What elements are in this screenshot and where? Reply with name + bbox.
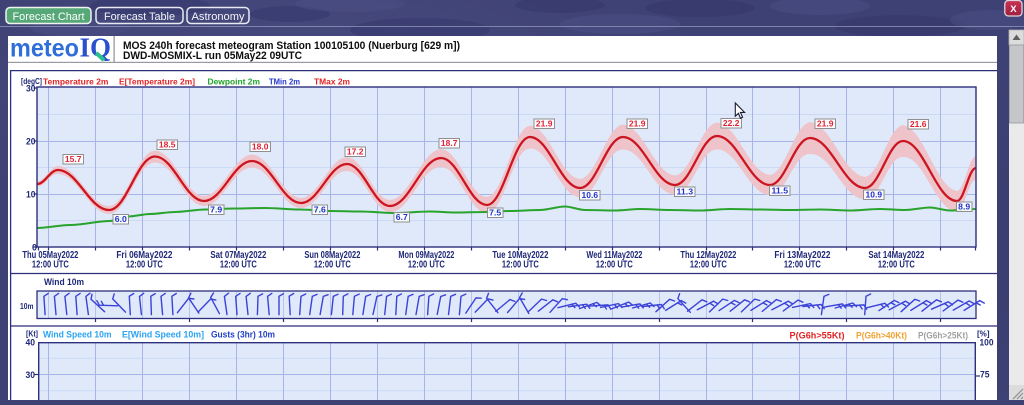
svg-text:Astronomy: Astronomy [192, 11, 245, 23]
svg-text:Forecast Chart: Forecast Chart [13, 11, 86, 23]
svg-text:TMax 2m: TMax 2m [314, 77, 350, 87]
svg-text:21.9: 21.9 [629, 120, 646, 129]
svg-text:Sat 14May2022: Sat 14May2022 [868, 250, 924, 261]
svg-text:40: 40 [26, 338, 36, 348]
svg-text:12:00 UTC: 12:00 UTC [220, 260, 257, 271]
svg-text:TMin 2m: TMin 2m [269, 77, 300, 87]
svg-text:6.7: 6.7 [396, 213, 408, 222]
svg-text:17.2: 17.2 [347, 148, 364, 157]
svg-text:21.9: 21.9 [536, 120, 553, 129]
svg-text:8.9: 8.9 [958, 203, 970, 212]
svg-text:18.0: 18.0 [252, 143, 269, 152]
svg-text:30: 30 [26, 370, 36, 380]
svg-text:Wed 11May2022: Wed 11May2022 [586, 250, 642, 261]
svg-text:12:00 UTC: 12:00 UTC [502, 260, 539, 271]
svg-text:E[Temperature 2m]: E[Temperature 2m] [119, 77, 195, 87]
svg-text:75: 75 [980, 370, 990, 380]
svg-text:18.7: 18.7 [441, 139, 458, 148]
svg-text:Gusts (3hr) 10m: Gusts (3hr) 10m [211, 330, 275, 340]
svg-text:18.5: 18.5 [159, 141, 176, 150]
svg-text:Dewpoint 2m: Dewpoint 2m [208, 77, 261, 87]
svg-text:20: 20 [26, 137, 36, 147]
svg-text:Sat 07May2022: Sat 07May2022 [210, 250, 266, 261]
svg-text:21.9: 21.9 [817, 120, 834, 129]
svg-text:12:00 UTC: 12:00 UTC [32, 260, 69, 271]
svg-text:10m: 10m [20, 301, 34, 311]
svg-text:meteo: meteo [10, 35, 79, 63]
svg-text:E[Wind Speed 10m]: E[Wind Speed 10m] [122, 330, 204, 340]
svg-text:Thu 12May2022: Thu 12May2022 [680, 250, 736, 261]
svg-text:12:00 UTC: 12:00 UTC [596, 260, 633, 271]
svg-text:11.5: 11.5 [772, 187, 789, 196]
svg-text:P(G6h>25Kt): P(G6h>25Kt) [918, 331, 968, 341]
svg-text:Sun 08May2022: Sun 08May2022 [304, 250, 360, 261]
svg-text:12:00 UTC: 12:00 UTC [408, 260, 445, 271]
svg-text:Wind 10m: Wind 10m [44, 277, 84, 287]
svg-text:22.2: 22.2 [723, 119, 740, 128]
svg-text:30: 30 [26, 84, 36, 94]
svg-text:12:00 UTC: 12:00 UTC [690, 260, 727, 271]
svg-text:12:00 UTC: 12:00 UTC [784, 260, 821, 271]
svg-text:100: 100 [980, 338, 994, 348]
svg-text:[degC]: [degC] [21, 77, 42, 86]
svg-text:Tue 10May2022: Tue 10May2022 [492, 250, 548, 261]
svg-text:7.5: 7.5 [489, 209, 501, 218]
svg-text:10.9: 10.9 [866, 191, 883, 200]
svg-text:10.6: 10.6 [582, 191, 599, 200]
svg-text:21.6: 21.6 [910, 120, 927, 129]
svg-text:7.9: 7.9 [210, 206, 222, 215]
svg-text:15.7: 15.7 [65, 155, 82, 164]
svg-text:12:00 UTC: 12:00 UTC [126, 260, 163, 271]
svg-text:IQ: IQ [80, 33, 112, 63]
svg-text:12:00 UTC: 12:00 UTC [314, 260, 351, 271]
svg-text:Fri 06May2022: Fri 06May2022 [116, 250, 172, 261]
svg-text:X: X [1010, 4, 1017, 15]
svg-text:0: 0 [32, 243, 37, 253]
svg-text:Thu 05May2022: Thu 05May2022 [22, 250, 78, 261]
svg-text:10: 10 [26, 190, 36, 200]
svg-text:[Kt]: [Kt] [26, 330, 38, 339]
svg-text:7.6: 7.6 [314, 206, 326, 215]
svg-text:DWD-MOSMIX-L run 05May22 09UTC: DWD-MOSMIX-L run 05May22 09UTC [123, 50, 302, 62]
svg-text:11.3: 11.3 [677, 188, 694, 197]
svg-text:Forecast Table: Forecast Table [104, 11, 175, 23]
svg-text:Temperature 2m: Temperature 2m [43, 77, 109, 87]
svg-text:P(G6h>40Kt): P(G6h>40Kt) [856, 331, 907, 341]
svg-text:6.0: 6.0 [115, 215, 127, 224]
svg-text:Mon 09May2022: Mon 09May2022 [398, 250, 454, 261]
svg-text:Wind Speed 10m: Wind Speed 10m [43, 330, 112, 340]
svg-text:P(G6h>55Kt): P(G6h>55Kt) [790, 331, 845, 341]
svg-text:Fri 13May2022: Fri 13May2022 [774, 250, 830, 261]
svg-text:MOS 240h forecast meteogram St: MOS 240h forecast meteogram Station 1001… [123, 40, 460, 52]
svg-text:[%]: [%] [977, 330, 990, 339]
svg-text:12:00 UTC: 12:00 UTC [878, 260, 915, 271]
